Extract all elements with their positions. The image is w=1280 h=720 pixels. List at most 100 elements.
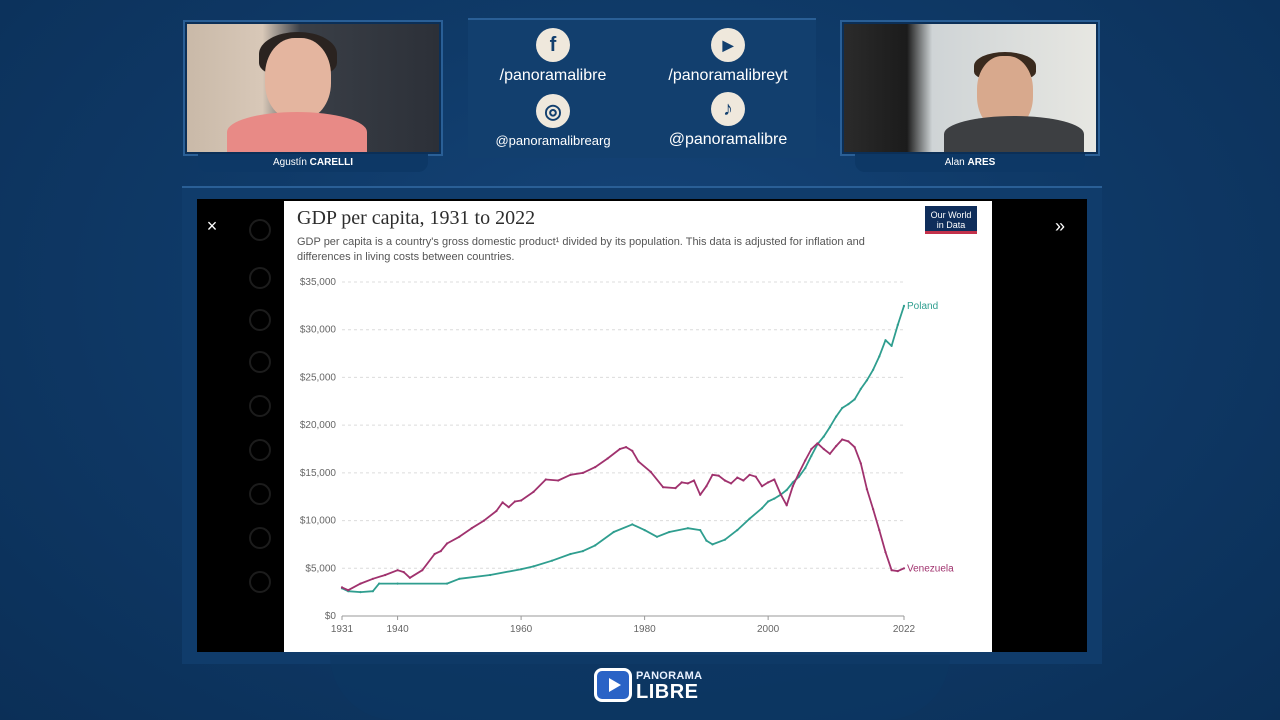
close-icon[interactable]: × (206, 216, 218, 236)
shared-screen: × » GDP per capita, 1931 to 2022 GDP per… (197, 199, 1087, 652)
social-item-tiktok[interactable]: ♪ @panoramalibre (643, 92, 813, 149)
data-point (569, 473, 572, 476)
data-point (371, 590, 374, 593)
data-point (359, 591, 362, 594)
data-point (847, 403, 850, 406)
data-point (760, 485, 764, 488)
ghost-icon (249, 439, 271, 461)
line-chart: $0 $5,000 $10,000 $15,000 $20,000 $25,000 $30,… (300, 277, 954, 635)
x-tick-label: 1931 (331, 624, 354, 635)
data-point (692, 479, 696, 482)
chart-title: GDP per capita, 1931 to 2022 (297, 207, 536, 229)
data-point (433, 552, 436, 556)
last-name: CARELLI (309, 157, 354, 168)
owid-logo: Our World in Data (925, 206, 977, 234)
data-point (822, 435, 825, 438)
data-point (594, 466, 597, 469)
y-tick-label: $20,000 (300, 420, 337, 431)
bottom-tab (330, 655, 950, 720)
data-point (662, 486, 665, 489)
data-point (810, 447, 813, 451)
x-tick-label: 1980 (633, 624, 656, 635)
data-point (822, 447, 825, 451)
data-point (550, 559, 554, 562)
data-point (705, 485, 708, 488)
data-point (884, 339, 887, 342)
data-point (835, 445, 838, 448)
ghost-icon (249, 267, 271, 289)
data-point (890, 344, 893, 347)
data-point (872, 508, 875, 511)
data-point (736, 529, 739, 532)
first-name: Agustín (272, 157, 307, 168)
data-point (359, 582, 362, 585)
data-point (773, 478, 776, 481)
data-point (594, 544, 597, 547)
x-tick-label: 2022 (893, 624, 916, 635)
data-point (649, 470, 652, 473)
last-name: ARES (967, 157, 996, 168)
ghost-icon (249, 527, 271, 549)
data-point (791, 485, 794, 488)
x-tick-label: 1960 (510, 624, 533, 635)
social-item-instagram[interactable]: ◎ @panoramalibrearg (468, 94, 638, 148)
data-point (797, 471, 801, 474)
data-point (680, 481, 683, 484)
series-line-venezuela (341, 438, 905, 592)
data-point (878, 355, 881, 358)
data-point (643, 529, 646, 532)
next-icon[interactable]: » (1055, 216, 1066, 236)
y-tick-label: $25,000 (300, 372, 337, 383)
data-point (853, 446, 856, 449)
data-point (767, 481, 770, 484)
data-point (884, 551, 887, 554)
y-tick-label: $10,000 (300, 516, 337, 527)
social-handle: @panoramalibre (668, 131, 788, 148)
y-tick-label: $35,000 (300, 277, 337, 288)
chart-card: GDP per capita, 1931 to 2022 GDP per cap… (284, 201, 992, 652)
nameplate-left: Agustín CARELLI (198, 154, 428, 172)
data-point (371, 577, 374, 580)
data-point (896, 570, 899, 573)
data-point (402, 571, 405, 574)
ghost-icon (249, 351, 271, 373)
ghost-icon (249, 309, 271, 331)
series-label: Poland (907, 301, 938, 312)
data-point (458, 577, 461, 580)
ghost-icon (249, 219, 271, 241)
social-item-facebook[interactable]: f /panoramalibre (468, 28, 638, 85)
data-point (445, 542, 449, 545)
series-label: Venezuela (907, 563, 954, 574)
data-point (835, 415, 838, 418)
data-point (618, 447, 621, 451)
data-point (896, 323, 899, 326)
data-point (748, 473, 751, 476)
x-tick-label: 2000 (757, 624, 780, 635)
y-tick-label: $30,000 (300, 325, 337, 336)
video-feed (844, 24, 1096, 152)
y-tick-label: $15,000 (300, 468, 337, 479)
facebook-icon: f (536, 28, 570, 62)
data-point (785, 488, 788, 492)
data-point (513, 500, 516, 503)
data-point (748, 517, 751, 520)
data-point (625, 446, 628, 449)
data-point (507, 506, 510, 509)
data-point (674, 487, 677, 490)
social-item-youtube[interactable]: ▶ /panoramalibreyt (643, 28, 813, 85)
data-point (847, 440, 850, 443)
data-point (804, 467, 807, 470)
brand-line2: LIBRE (636, 681, 699, 703)
data-point (736, 476, 739, 479)
data-point (347, 589, 350, 592)
series-line-poland (341, 305, 905, 593)
data-point (804, 459, 807, 462)
data-point (612, 530, 615, 534)
social-handle: /panoramalibreyt (668, 67, 788, 84)
data-point (872, 368, 875, 371)
social-handle: @panoramalibrearg (495, 133, 611, 148)
data-point (421, 569, 424, 572)
ghost-icon (249, 395, 271, 417)
data-point (569, 552, 572, 556)
brand-line1: PANORAMA (636, 670, 703, 682)
